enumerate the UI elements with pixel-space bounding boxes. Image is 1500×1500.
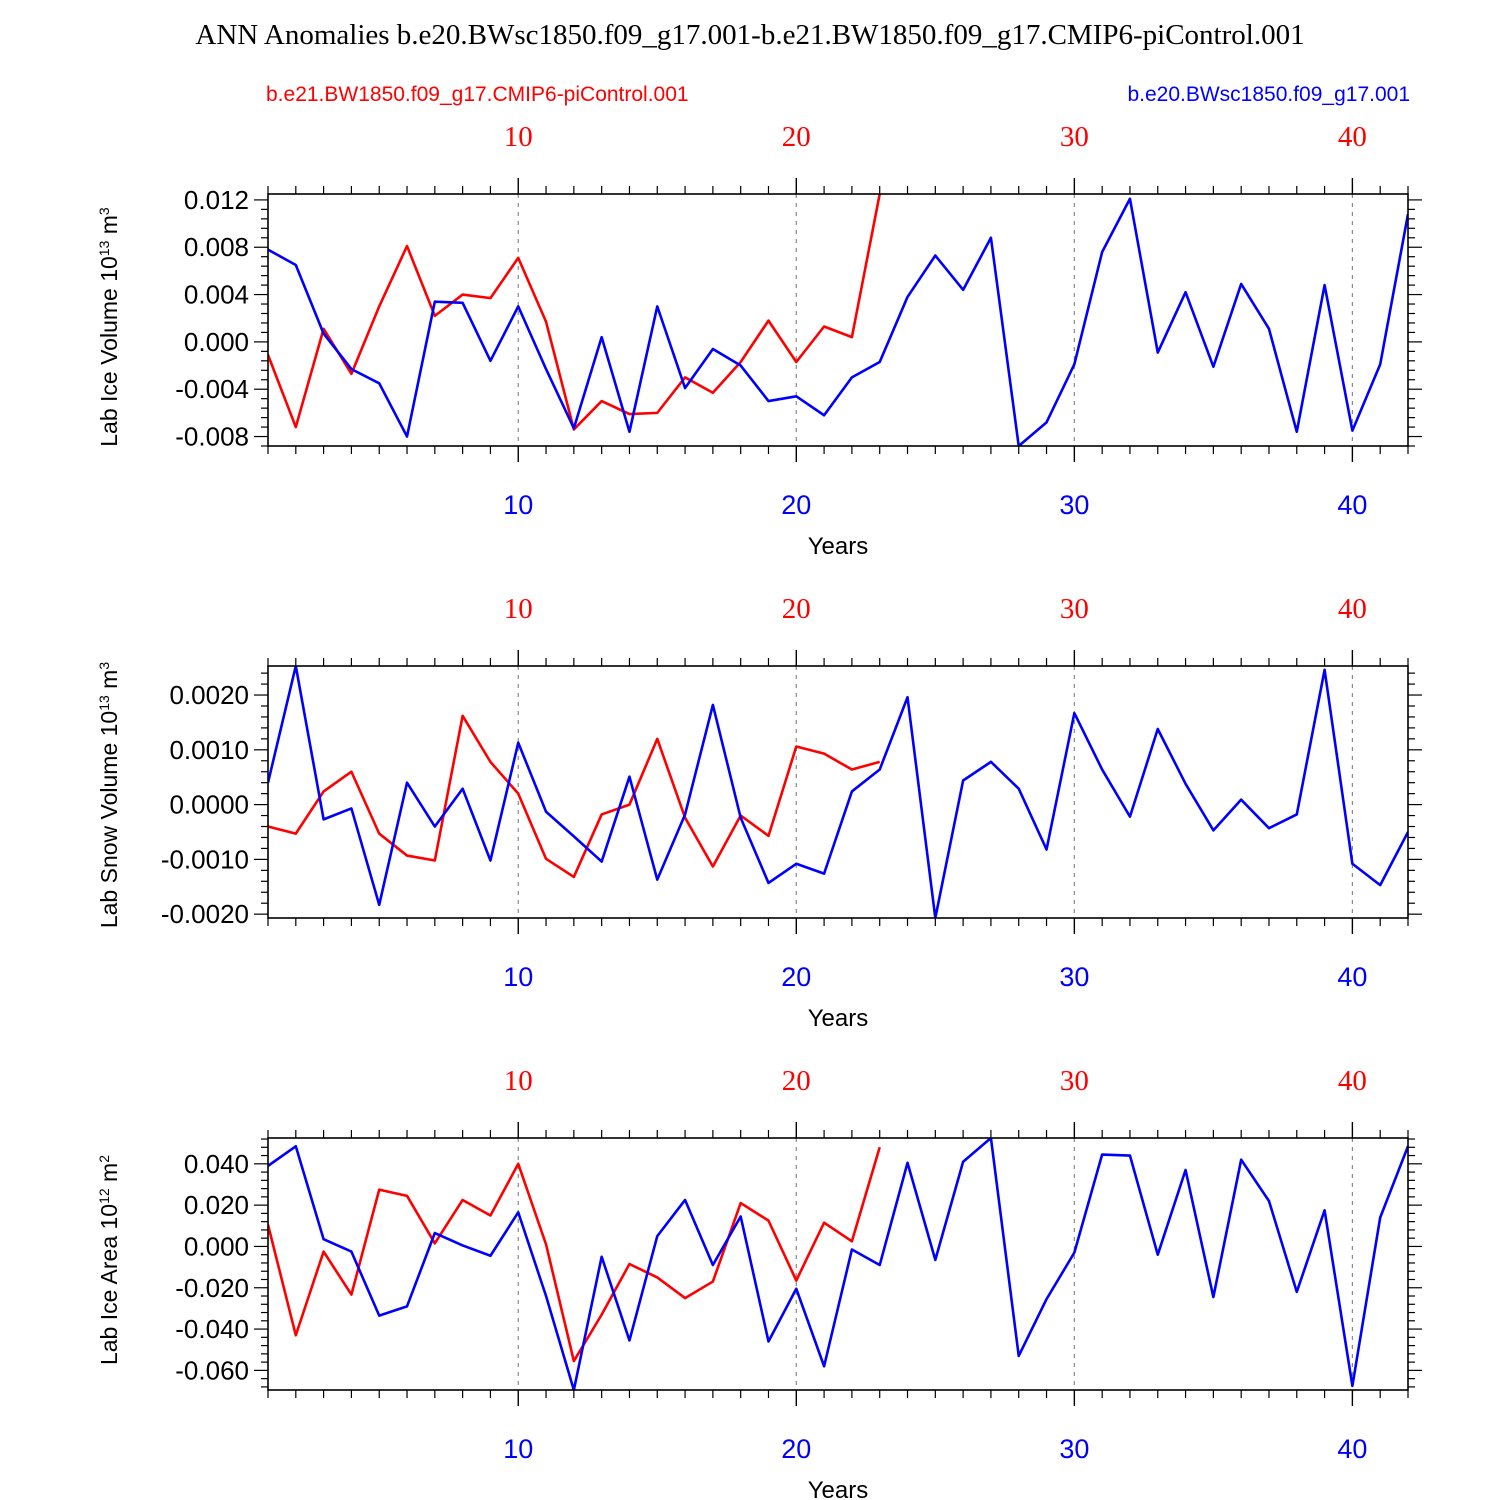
- y-tick-label: 0.020: [184, 1190, 249, 1220]
- y-tick-label: 0.0000: [169, 790, 249, 820]
- x-tick-label-bottom: 10: [503, 490, 533, 520]
- plot-frame: [267, 665, 1409, 919]
- x-tick-label-bottom: 40: [1337, 490, 1367, 520]
- y-tick-label: 0.0010: [169, 735, 249, 765]
- plot-frame: [267, 1137, 1409, 1391]
- y-tick-label: 0.004: [184, 280, 249, 310]
- y-axis-title-part: Lab Snow Volume: [96, 736, 122, 928]
- x-tick-label-top: 30: [1060, 1065, 1089, 1097]
- x-tick-label-top: 10: [504, 121, 533, 153]
- x-axis-title: Years: [808, 1477, 869, 1500]
- y-axis-title-superscript: 12: [96, 1188, 112, 1204]
- y-axis-title-part: 10: [96, 711, 122, 737]
- x-tick-label-bottom: 30: [1059, 962, 1089, 992]
- y-tick-label: -0.0010: [161, 844, 249, 874]
- x-tick-label-bottom: 40: [1337, 962, 1367, 992]
- x-tick-label-top: 30: [1060, 121, 1089, 153]
- x-tick-label-top: 20: [782, 1065, 811, 1097]
- x-tick-label-top: 20: [782, 593, 811, 625]
- x-tick-label-top: 10: [504, 593, 533, 625]
- y-tick-label: 0.000: [184, 327, 249, 357]
- y-tick-label: 0.008: [184, 232, 249, 262]
- x-tick-label-top: 20: [782, 121, 811, 153]
- x-tick-label-bottom: 40: [1337, 1434, 1367, 1464]
- chart-panel-1: -0.008 -0.004 0.000 0.004 0.008 0.012 10 20 30 40…: [96, 121, 1422, 560]
- x-tick-label-bottom: 20: [781, 1434, 811, 1464]
- x-tick-label-bottom: 20: [781, 490, 811, 520]
- y-axis-title-part: m: [96, 1163, 122, 1189]
- x-tick-label-bottom: 10: [503, 962, 533, 992]
- y-axis-title: Lab Ice Volume 1013 m3: [96, 207, 122, 447]
- y-axis-title-part: 10: [96, 1204, 122, 1230]
- x-tick-label-top: 40: [1338, 121, 1367, 153]
- y-axis-title-part: m: [96, 670, 122, 696]
- y-axis-title: Lab Ice Area 1012 m2: [96, 1155, 122, 1365]
- y-tick-label: -0.004: [175, 374, 249, 404]
- x-tick-label-bottom: 20: [781, 962, 811, 992]
- y-axis-title-superscript: 3: [96, 207, 112, 215]
- red-series-line: [268, 1146, 881, 1363]
- x-tick-label-top: 30: [1060, 593, 1089, 625]
- y-tick-label: 0.000: [184, 1231, 249, 1261]
- blue-series-line: [268, 666, 1408, 918]
- x-axis-title: Years: [808, 533, 869, 560]
- chart-panel-3: -0.060 -0.040 -0.020 0.000 0.020 0.040 10 20 30 4…: [96, 1065, 1422, 1500]
- chart-panel-2: -0.0020 -0.0010 0.0000 0.0010 0.0020 10 20 30 40…: [96, 593, 1422, 1032]
- blue-series-line: [268, 197, 1408, 446]
- x-axis-title: Years: [808, 1005, 869, 1032]
- x-tick-label-bottom: 10: [503, 1434, 533, 1464]
- legend-blue-label: b.e20.BWsc1850.f09_g17.001: [1127, 83, 1410, 106]
- y-tick-label: 0.040: [184, 1149, 249, 1179]
- y-axis-title-part: Lab Ice Area: [96, 1229, 122, 1365]
- y-tick-label: 0.012: [184, 185, 249, 215]
- x-tick-label-bottom: 30: [1059, 1434, 1089, 1464]
- y-tick-label: -0.0020: [161, 899, 249, 929]
- y-tick-label: -0.060: [175, 1355, 249, 1385]
- panels-group: -0.008 -0.004 0.000 0.004 0.008 0.012 10 20 30 40…: [96, 121, 1422, 1500]
- legend-red-label: b.e21.BW1850.f09_g17.CMIP6-piControl.001: [266, 83, 689, 106]
- y-axis-title-part: m: [96, 215, 122, 241]
- y-tick-label: -0.008: [175, 422, 249, 452]
- y-axis-title-superscript: 13: [96, 695, 112, 711]
- y-axis-title-superscript: 2: [96, 1155, 112, 1163]
- x-tick-label-bottom: 30: [1059, 490, 1089, 520]
- y-tick-label: 0.0020: [169, 680, 249, 710]
- blue-series-line: [268, 1138, 1408, 1390]
- y-axis-title-superscript: 3: [96, 662, 112, 670]
- figure-title: ANN Anomalies b.e20.BWsc1850.f09_g17.001…: [195, 19, 1304, 51]
- y-axis-title-superscript: 13: [96, 240, 112, 256]
- y-axis-title-part: Lab Ice Volume: [96, 282, 122, 447]
- y-tick-label: -0.040: [175, 1314, 249, 1344]
- x-tick-label-top: 10: [504, 1065, 533, 1097]
- y-axis-title-part: 10: [96, 256, 122, 282]
- plot-frame: [267, 193, 1409, 447]
- x-tick-label-top: 40: [1338, 1065, 1367, 1097]
- y-tick-label: -0.020: [175, 1273, 249, 1303]
- x-tick-label-top: 40: [1338, 593, 1367, 625]
- y-axis-title: Lab Snow Volume 1013 m3: [96, 662, 122, 929]
- red-series-line: [268, 714, 881, 879]
